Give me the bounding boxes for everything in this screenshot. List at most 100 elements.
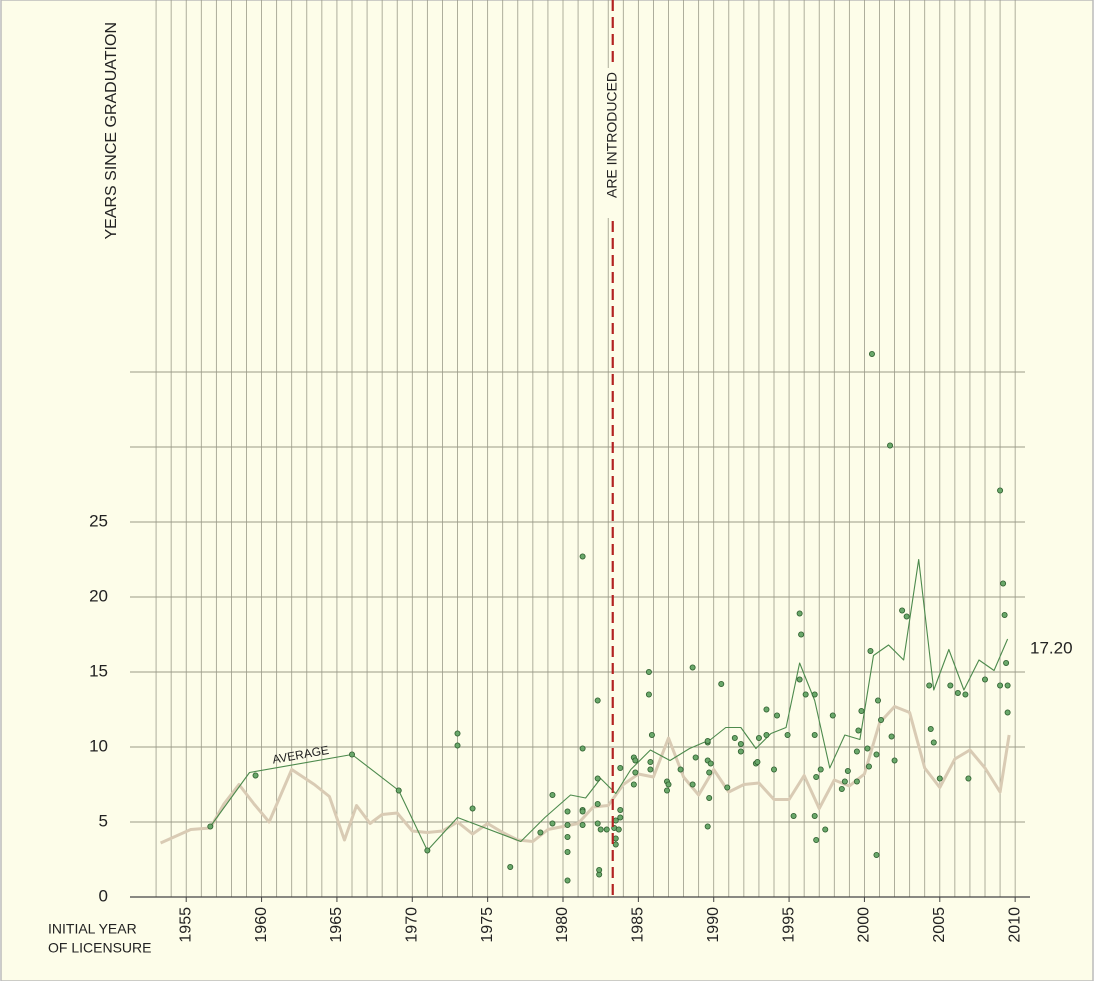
data-point (645, 691, 652, 698)
data-point (677, 766, 684, 773)
data-point (841, 778, 848, 785)
x-tick-label: 1960 (253, 907, 270, 943)
data-point (1001, 612, 1008, 619)
data-point (564, 849, 571, 856)
data-point (663, 787, 670, 794)
data-point (615, 826, 622, 833)
data-point (865, 763, 872, 770)
data-point (927, 726, 934, 733)
data-point (1004, 682, 1011, 689)
data-point (853, 778, 860, 785)
x-tick-label: 2000 (856, 907, 873, 943)
line-series (159, 705, 1011, 845)
data-point (853, 748, 860, 755)
x-tick-label: 1985 (630, 907, 647, 943)
data-point (507, 864, 514, 871)
data-point (617, 814, 624, 821)
x-tick-label: 1970 (404, 907, 421, 943)
lines (159, 558, 1011, 852)
marker-label-bg (603, 68, 622, 218)
data-point (930, 739, 937, 746)
x-tick-label: 1955 (177, 907, 194, 943)
data-point (997, 487, 1004, 494)
data-point (858, 708, 865, 715)
data-point (891, 757, 898, 764)
data-point (737, 748, 744, 755)
line-series (209, 558, 1009, 852)
y-tick-label: 0 (99, 886, 108, 905)
data-point (724, 784, 731, 791)
data-point (692, 754, 699, 761)
data-point (594, 697, 601, 704)
data-point (617, 807, 624, 814)
data-point (1004, 709, 1011, 716)
data-point (755, 735, 762, 742)
data-point (689, 781, 696, 788)
data-point (954, 690, 961, 697)
data-point (647, 766, 654, 773)
data-point (873, 852, 880, 859)
data-point (899, 607, 906, 614)
data-point (838, 786, 845, 793)
data-point (579, 822, 586, 829)
data-point (454, 730, 461, 737)
x-tick-label: 1965 (328, 907, 345, 943)
data-point (965, 775, 972, 782)
data-point (1003, 660, 1010, 667)
data-point (564, 808, 571, 815)
data-point (790, 813, 797, 820)
x-tick-label: 1975 (479, 907, 496, 943)
data-point (718, 681, 725, 688)
data-point (962, 691, 969, 698)
data-point (868, 350, 875, 357)
data-point (784, 732, 791, 739)
data-point (617, 765, 624, 772)
data-point (774, 712, 781, 719)
data-point (763, 732, 770, 739)
data-point (549, 820, 556, 827)
data-point (632, 757, 639, 764)
data-point (549, 792, 556, 799)
data-point (632, 769, 639, 776)
data-point (798, 631, 805, 638)
data-point (802, 691, 809, 698)
grid: 0 5 10 15 20 25 1955 1960 1965 1970 1975 1980 1985 19… (89, 0, 1030, 943)
data-point (596, 867, 603, 874)
data-point (579, 745, 586, 752)
data-point (855, 727, 862, 734)
data-point (903, 613, 910, 620)
x-axis-title: OF LICENSURE (48, 940, 151, 956)
y-tick-label: 20 (89, 586, 108, 605)
y-tick-label: 25 (89, 511, 108, 530)
y-axis-title: YEARS SINCE GRADUATION (103, 22, 120, 240)
data-point (594, 801, 601, 808)
data-point (594, 820, 601, 827)
data-point (888, 733, 895, 740)
data-point (878, 717, 885, 724)
x-axis-title: INITIAL YEAR (48, 921, 137, 937)
data-point (771, 766, 778, 773)
data-point (612, 835, 619, 842)
data-point (469, 805, 476, 812)
data-point (737, 741, 744, 748)
data-point (706, 769, 713, 776)
data-point (982, 676, 989, 683)
data-point (997, 682, 1004, 689)
data-point (689, 664, 696, 671)
y-tick-label: 10 (89, 736, 108, 755)
data-point (597, 826, 604, 833)
data-point (873, 751, 880, 758)
data-point (796, 676, 803, 683)
data-point (731, 735, 738, 742)
data-point (706, 795, 713, 802)
data-point (612, 841, 619, 848)
data-point (811, 813, 818, 820)
data-point (454, 742, 461, 749)
data-point (822, 826, 829, 833)
data-point (813, 774, 820, 781)
data-point (947, 682, 954, 689)
